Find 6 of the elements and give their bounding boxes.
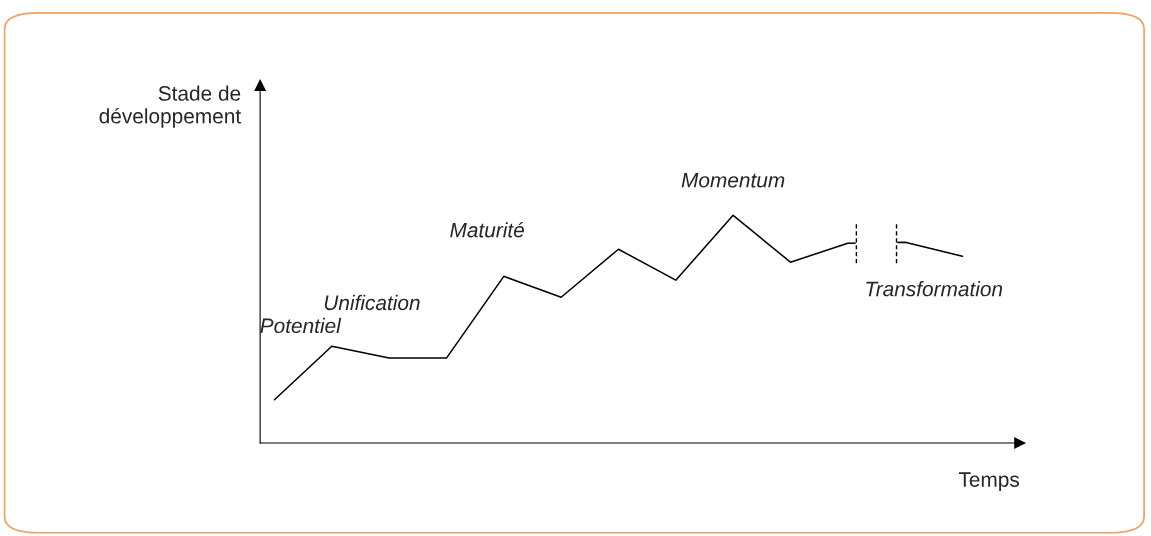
text: Momentum <box>681 173 785 188</box>
annotation: Unification <box>324 294 420 311</box>
x-axis-title: Temps <box>958 472 1020 492</box>
annotation: Transformation <box>866 281 1003 297</box>
y-axis-title: Stade de développement <box>99 85 241 128</box>
annotation: Maturité <box>450 221 524 238</box>
